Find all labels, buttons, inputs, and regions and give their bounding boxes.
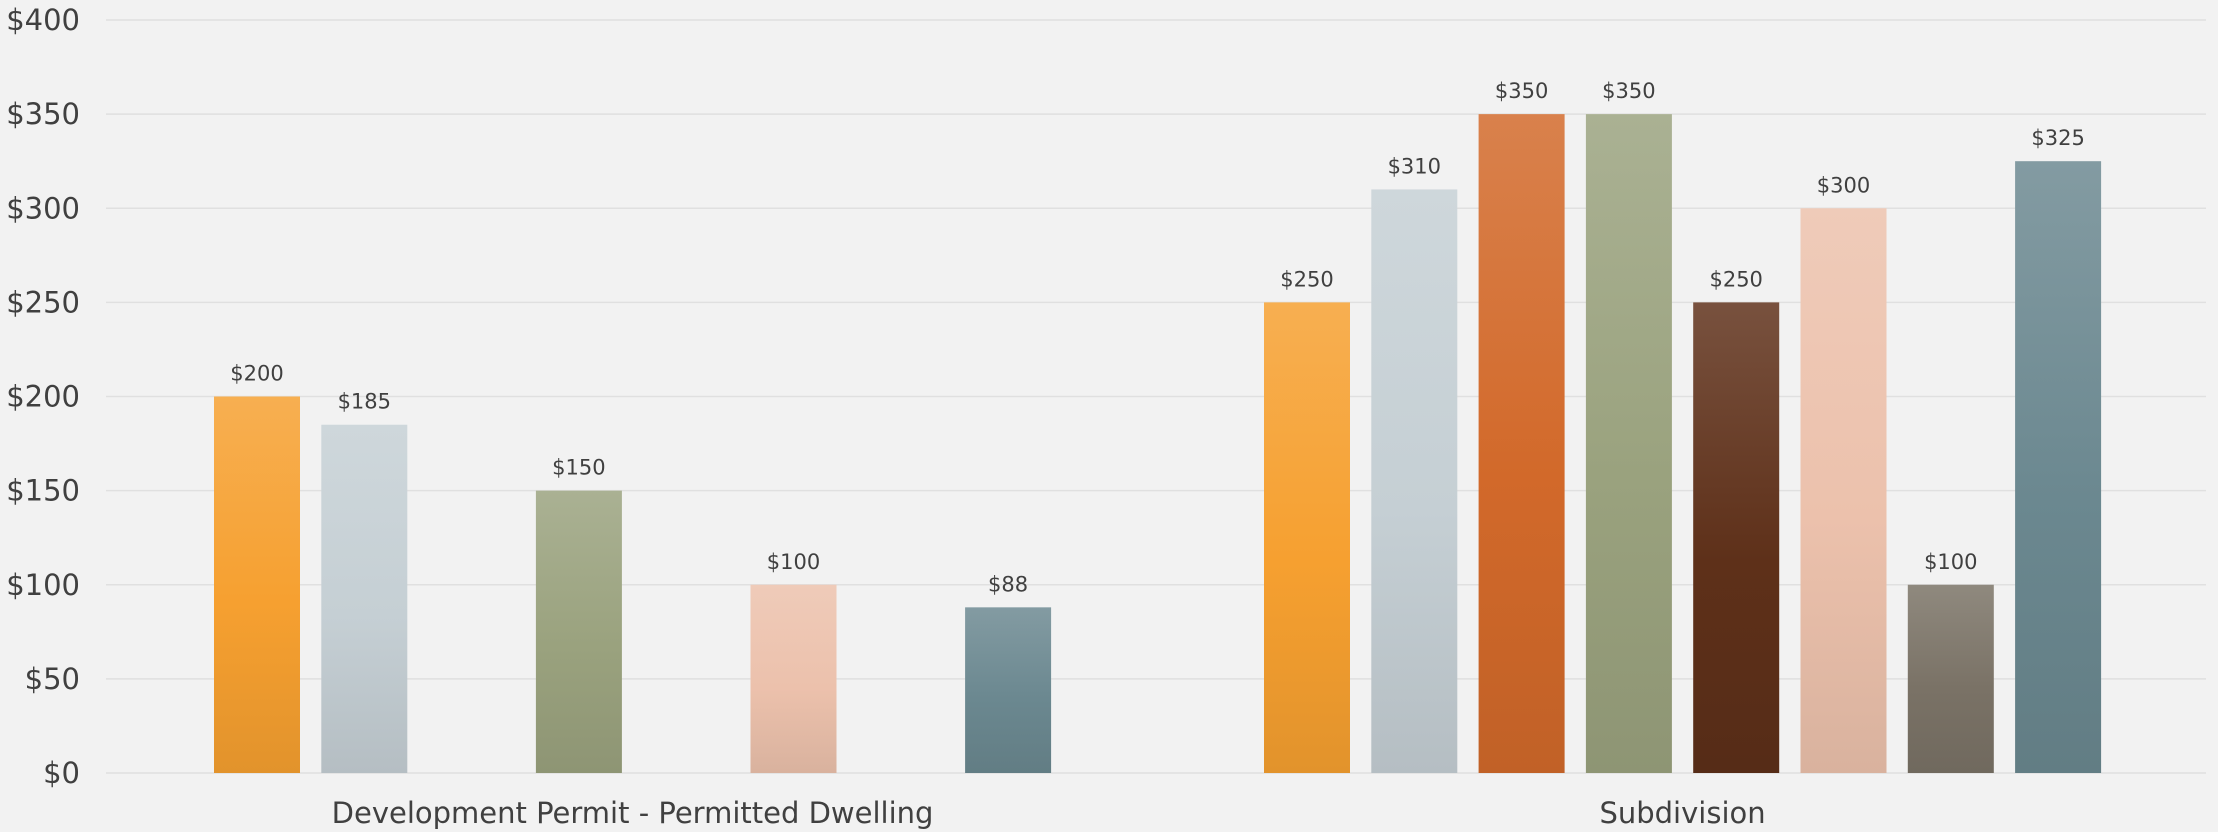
bar [1371, 189, 1458, 774]
bar [214, 396, 300, 773]
bar-value-label: $350 [1495, 79, 1548, 103]
bar [321, 424, 408, 773]
bar-value-label: $100 [1924, 550, 1977, 574]
bar [1478, 114, 1565, 773]
y-tick-label: $400 [6, 3, 80, 37]
y-tick-label: $50 [25, 662, 80, 696]
bar [1800, 208, 1887, 773]
bar-value-label: $88 [988, 572, 1028, 596]
bar-value-label: $200 [230, 362, 283, 386]
y-tick-label: $200 [6, 380, 80, 414]
y-tick-label: $250 [6, 285, 80, 319]
bar-value-label: $250 [1709, 267, 1762, 291]
bar [2015, 161, 2102, 773]
bar [1693, 302, 1780, 773]
bar-value-label: $350 [1602, 79, 1655, 103]
bar-value-label: $310 [1388, 154, 1441, 178]
y-tick-label: $300 [6, 191, 80, 225]
y-tick-label: $150 [6, 474, 80, 508]
bar-value-label: $185 [338, 390, 391, 414]
bar [1585, 114, 1672, 773]
bar-value-label: $325 [2031, 126, 2084, 150]
bar-value-label: $250 [1280, 267, 1333, 291]
bar [535, 490, 622, 773]
bar-value-label: $150 [552, 456, 605, 480]
category-label: Development Permit - Permitted Dwelling [332, 796, 934, 830]
data-labels: $200 $185 $150 $100 $88 $250 $310 $350 $350 $250 $… [230, 79, 2085, 596]
bar [750, 584, 837, 773]
y-tick-label: $350 [6, 97, 80, 131]
bar [1264, 302, 1350, 773]
y-axis-ticks: $0 $50 $100 $150 $200 $250 $300 $350 $400 [6, 3, 80, 790]
bar [965, 607, 1052, 773]
bar-value-label: $300 [1817, 173, 1870, 197]
y-tick-label: $0 [43, 756, 80, 790]
category-label: Subdivision [1599, 796, 1765, 830]
bar [1907, 584, 1994, 773]
x-axis-categories: Development Permit - Permitted Dwelling S… [332, 796, 1766, 830]
bar-value-label: $100 [767, 550, 820, 574]
gridlines [106, 19, 2206, 774]
bars [214, 114, 2102, 774]
y-tick-label: $100 [6, 568, 80, 602]
